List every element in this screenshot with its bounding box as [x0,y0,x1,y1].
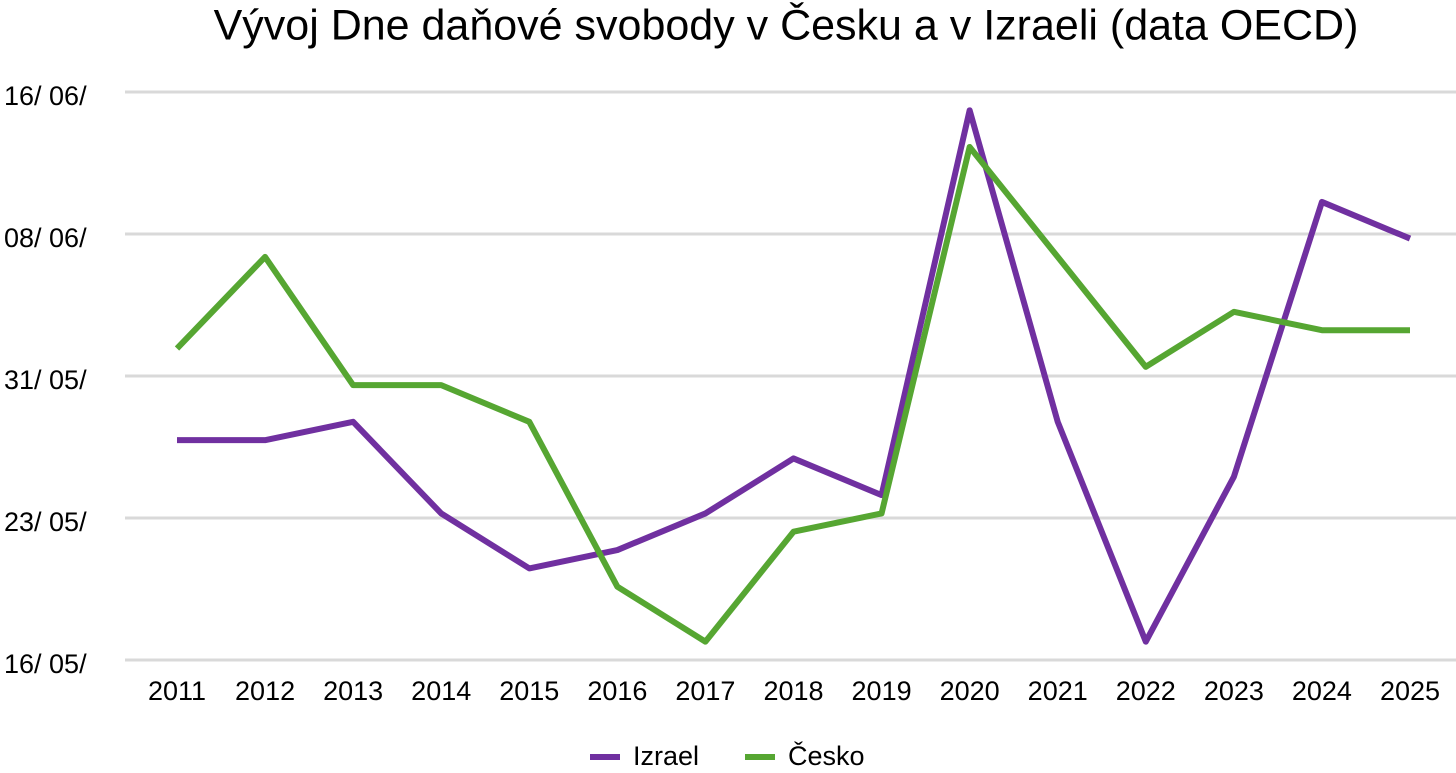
y-tick-label: 08/ 06/ [4,223,87,253]
y-tick-label: 23/ 05/ [4,507,87,537]
y-tick-label: 16/ 05/ [4,649,87,679]
legend-label: Izrael [633,741,699,771]
x-tick-label: 2020 [940,676,1000,706]
x-tick-label: 2018 [763,676,823,706]
chart-title: Vývoj Dne daňové svobody v Česku a v Izr… [214,1,1359,49]
legend-label: Česko [788,740,865,771]
x-tick-label: 2016 [587,676,647,706]
x-tick-label: 2011 [148,676,206,706]
x-tick-label: 2015 [499,676,559,706]
x-tick-label: 2025 [1380,676,1440,706]
x-tick-label: 2024 [1292,676,1352,706]
y-tick-label: 16/ 06/ [4,81,87,111]
y-tick-label: 31/ 05/ [4,365,87,395]
x-tick-label: 2022 [1116,676,1176,706]
x-tick-label: 2019 [852,676,912,706]
series-line [174,143,1410,645]
x-tick-label: 2013 [323,676,383,706]
x-tick-label: 2021 [1028,676,1088,706]
series-line [177,107,1412,645]
x-tick-label: 2014 [411,676,471,706]
x-tick-label: 2012 [235,676,295,706]
x-tick-label: 2017 [675,676,735,706]
x-tick-label: 2023 [1204,676,1264,706]
